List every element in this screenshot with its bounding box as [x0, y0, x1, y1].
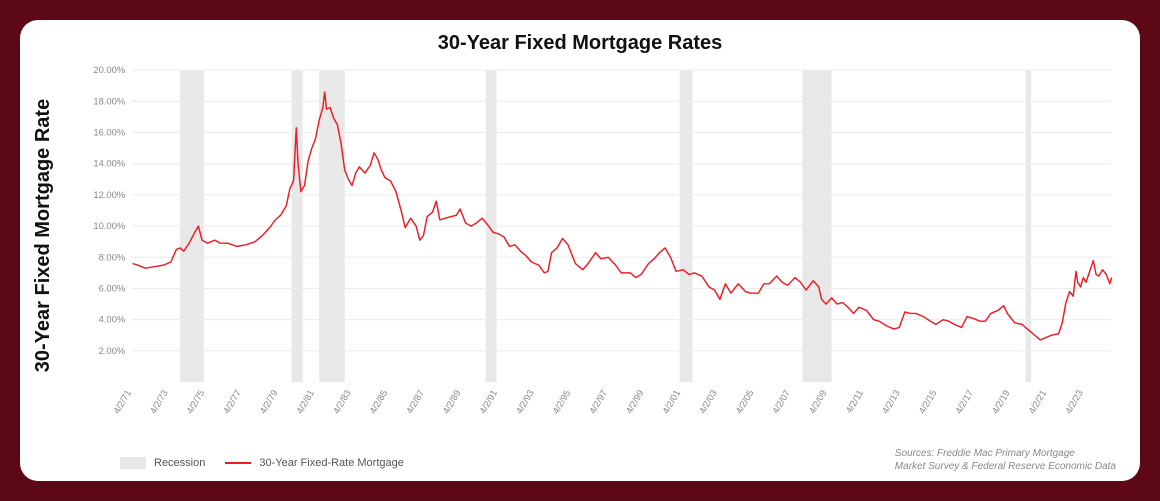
- svg-text:4/2/91: 4/2/91: [477, 388, 499, 415]
- svg-text:4/2/17: 4/2/17: [953, 388, 975, 415]
- svg-text:4/2/05: 4/2/05: [734, 388, 756, 415]
- sources-note: Sources: Freddie Mac Primary Mortgage Ma…: [895, 447, 1116, 473]
- svg-text:4/2/99: 4/2/99: [624, 388, 646, 415]
- svg-text:4/2/13: 4/2/13: [880, 388, 902, 415]
- svg-text:18.00%: 18.00%: [93, 96, 125, 106]
- svg-text:4/2/79: 4/2/79: [258, 388, 280, 415]
- svg-text:4/2/01: 4/2/01: [661, 388, 683, 415]
- svg-text:4/2/21: 4/2/21: [1027, 388, 1049, 415]
- svg-text:4.00%: 4.00%: [99, 315, 126, 325]
- svg-text:4/2/93: 4/2/93: [514, 388, 536, 415]
- svg-text:14.00%: 14.00%: [93, 159, 125, 169]
- legend-line: 30-Year Fixed-Rate Mortgage: [225, 457, 404, 469]
- line-chart-svg: 2.00% 4.00% 6.00% 8.00% 10.00% 12.00% 14.00% 16…: [74, 64, 1120, 431]
- svg-text:2.00%: 2.00%: [99, 346, 126, 356]
- svg-text:4/2/11: 4/2/11: [844, 388, 865, 414]
- chart-card: 30-Year Fixed Mortgage Rates 30-Year Fix…: [20, 20, 1140, 481]
- svg-text:8.00%: 8.00%: [99, 252, 126, 262]
- svg-text:4/2/85: 4/2/85: [368, 388, 390, 415]
- legend-line-label: 30-Year Fixed-Rate Mortgage: [259, 457, 404, 469]
- svg-text:4/2/83: 4/2/83: [331, 388, 353, 415]
- svg-text:4/2/23: 4/2/23: [1063, 388, 1085, 415]
- legend-recession-label: Recession: [154, 457, 205, 469]
- svg-text:4/2/07: 4/2/07: [770, 388, 792, 415]
- legend: Recession 30-Year Fixed-Rate Mortgage: [120, 457, 404, 469]
- line-swatch: [225, 462, 251, 464]
- svg-text:4/2/15: 4/2/15: [917, 388, 939, 415]
- svg-text:4/2/77: 4/2/77: [221, 388, 243, 415]
- svg-text:4/2/71: 4/2/71: [111, 388, 133, 415]
- y-axis-outer-label: 30-Year Fixed Mortgage Rate: [33, 99, 56, 372]
- svg-text:4/2/75: 4/2/75: [185, 388, 207, 415]
- svg-text:4/2/81: 4/2/81: [294, 388, 316, 415]
- chart-title: 30-Year Fixed Mortgage Rates: [20, 32, 1140, 55]
- legend-recession: Recession: [120, 457, 205, 469]
- sources-line1: Sources: Freddie Mac Primary Mortgage: [895, 448, 1075, 459]
- svg-text:4/2/89: 4/2/89: [441, 388, 463, 415]
- svg-text:4/2/03: 4/2/03: [697, 388, 719, 415]
- sources-line2: Market Survey & Federal Reserve Economic…: [895, 461, 1116, 472]
- y-axis-outer-label-wrap: 30-Year Fixed Mortgage Rate: [26, 20, 62, 451]
- svg-text:6.00%: 6.00%: [99, 284, 126, 294]
- svg-text:16.00%: 16.00%: [93, 128, 125, 138]
- svg-text:4/2/87: 4/2/87: [404, 388, 426, 415]
- svg-text:10.00%: 10.00%: [93, 221, 125, 231]
- svg-text:4/2/95: 4/2/95: [551, 388, 573, 415]
- svg-text:4/2/97: 4/2/97: [587, 388, 609, 415]
- outer-frame: 30-Year Fixed Mortgage Rates 30-Year Fix…: [0, 0, 1160, 501]
- chart-area: 2.00% 4.00% 6.00% 8.00% 10.00% 12.00% 14.00% 16…: [74, 64, 1120, 431]
- recession-swatch: [120, 457, 146, 469]
- svg-text:20.00%: 20.00%: [93, 65, 125, 75]
- svg-text:4/2/09: 4/2/09: [807, 388, 829, 415]
- svg-text:12.00%: 12.00%: [93, 190, 125, 200]
- svg-text:4/2/73: 4/2/73: [148, 388, 170, 415]
- svg-text:4/2/19: 4/2/19: [990, 388, 1012, 415]
